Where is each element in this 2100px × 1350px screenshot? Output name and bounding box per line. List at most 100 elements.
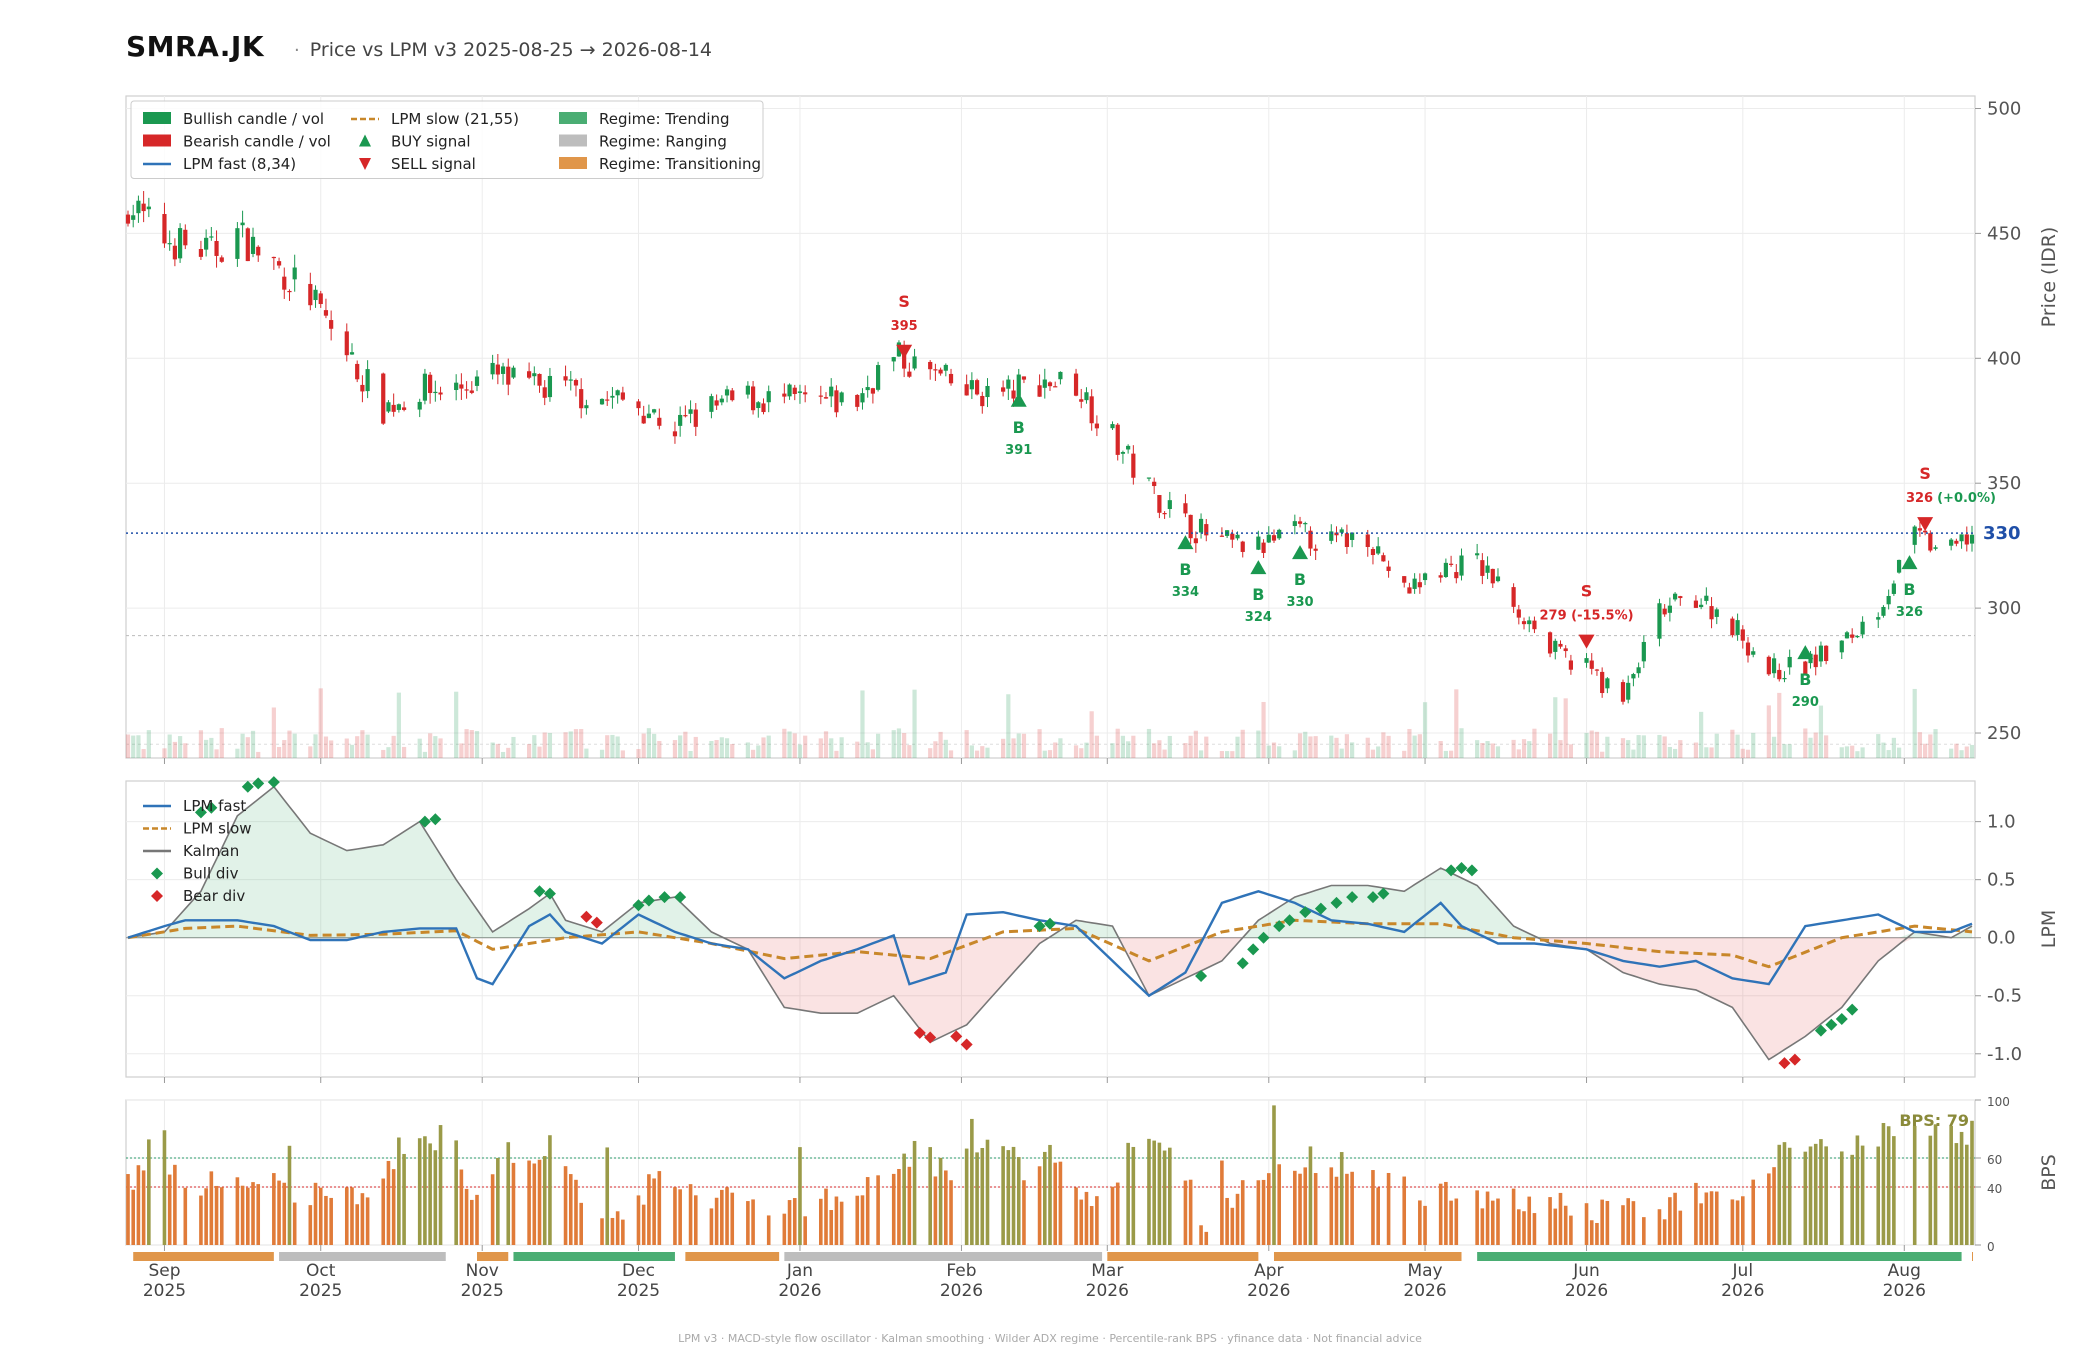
bps-bar	[490, 1174, 495, 1245]
regime-transitioning	[1972, 1252, 1973, 1261]
bullish-candle	[1339, 529, 1344, 533]
bullish-candle	[1626, 682, 1631, 700]
bps-bar	[1548, 1197, 1552, 1245]
bullish-candle	[969, 380, 974, 390]
buy-signal-letter: B	[1799, 670, 1811, 689]
bps-bar	[1928, 1135, 1933, 1245]
volume-bar	[948, 750, 954, 758]
bearish-candle	[1011, 390, 1016, 399]
bearish-candle	[391, 404, 396, 412]
bps-bar	[1563, 1205, 1568, 1245]
x-tick-month: Feb	[946, 1261, 976, 1281]
bps-bar	[292, 1202, 297, 1245]
bearish-candle	[1516, 609, 1521, 618]
volume-bar	[344, 738, 349, 758]
volume-bar	[985, 747, 990, 758]
bps-bar	[423, 1136, 427, 1245]
chart-subtitle: Price vs LPM v3 2025-08-25 → 2026-08-14	[309, 39, 713, 61]
volume-bar	[1230, 751, 1235, 758]
bps-bar	[1855, 1135, 1860, 1245]
volume-bar	[214, 749, 219, 758]
bull-div-marker	[642, 894, 655, 907]
bullish-candle	[1896, 559, 1902, 573]
volume-bar	[271, 707, 276, 758]
bullish-candle	[547, 375, 553, 398]
volume-bar	[693, 736, 698, 758]
bps-bar	[673, 1187, 677, 1245]
bullish-candle	[1495, 576, 1501, 582]
volume-bar	[1407, 728, 1412, 758]
bearish-candle	[948, 373, 954, 384]
bps-ytick-label: 40	[1987, 1182, 2002, 1196]
bullish-candle	[1084, 392, 1089, 401]
bearish-candle	[974, 380, 980, 395]
bps-bar	[1256, 1180, 1261, 1245]
volume-bar	[1329, 735, 1334, 758]
volume-bar	[860, 690, 865, 758]
bullish-candle	[1631, 674, 1636, 679]
bps-bar	[167, 1174, 172, 1245]
bps-bar	[1813, 1143, 1818, 1245]
bullish-candle	[1110, 424, 1115, 429]
bps-bar	[1860, 1145, 1865, 1245]
bps-bar	[256, 1184, 261, 1245]
bps-bar	[876, 1175, 880, 1245]
volume-bar	[870, 749, 875, 758]
bps-bar	[433, 1150, 438, 1245]
volume-bar	[943, 739, 948, 758]
bullish-candle	[490, 362, 495, 375]
bearish-candle	[1448, 563, 1454, 565]
bps-bar	[891, 1173, 896, 1245]
volume-bar	[1594, 731, 1600, 758]
bps-bar	[506, 1142, 511, 1245]
bullish-candle	[719, 398, 724, 403]
bullish-candle	[1751, 651, 1756, 655]
bearish-candle	[823, 397, 829, 399]
bps-bar	[1704, 1192, 1709, 1245]
volume-bar	[198, 730, 204, 758]
sell-signal-letter: S	[898, 292, 910, 311]
bullish-candle	[985, 385, 990, 398]
volume-bar	[1131, 735, 1136, 758]
volume-bar	[1933, 729, 1938, 758]
bps-bar	[1912, 1125, 1917, 1245]
volume-bar	[797, 744, 803, 758]
bps-bar	[1480, 1208, 1485, 1245]
volume-bar	[1167, 735, 1172, 758]
volume-bar	[1495, 746, 1501, 758]
bps-bar	[318, 1187, 323, 1245]
bearish-candle	[907, 371, 912, 377]
x-axis: Sep2025Oct2025Nov2025Dec2025Jan2026Feb20…	[143, 1261, 1926, 1301]
x-tick-month: Dec	[622, 1261, 655, 1281]
volume-bar	[652, 733, 657, 758]
volume-bar	[563, 732, 568, 758]
volume-bar	[1225, 751, 1230, 758]
bearish-candle	[355, 363, 360, 380]
bps-bar	[204, 1188, 208, 1245]
volume-bar	[1657, 734, 1662, 758]
bull-div-marker	[429, 813, 442, 826]
bps-bar	[1199, 1225, 1203, 1245]
bearish-candle	[198, 248, 204, 257]
sell-signal-price: 326	[1906, 491, 1933, 506]
bps-bar	[1329, 1167, 1334, 1245]
lpm-ylabel: LPM	[2038, 910, 2060, 948]
bps-bar	[136, 1165, 141, 1245]
bearish-candle	[1777, 669, 1782, 680]
bps-bar	[542, 1156, 547, 1245]
bps-bar	[1293, 1170, 1297, 1245]
bps-bar	[287, 1145, 292, 1245]
bps-bar	[1485, 1191, 1490, 1245]
volume-bar	[1589, 730, 1594, 758]
bps-bar	[980, 1147, 985, 1245]
volume-bar	[1448, 750, 1454, 758]
volume-bar	[1219, 751, 1224, 758]
bps-bar	[386, 1160, 391, 1245]
bearish-candle	[1219, 535, 1224, 537]
volume-bar	[1777, 692, 1782, 758]
bps-bar	[688, 1184, 693, 1245]
volume-bar	[1365, 737, 1370, 758]
bps-bar	[829, 1210, 834, 1245]
bullish-candle	[1584, 658, 1589, 663]
bps-bar	[1386, 1172, 1391, 1245]
